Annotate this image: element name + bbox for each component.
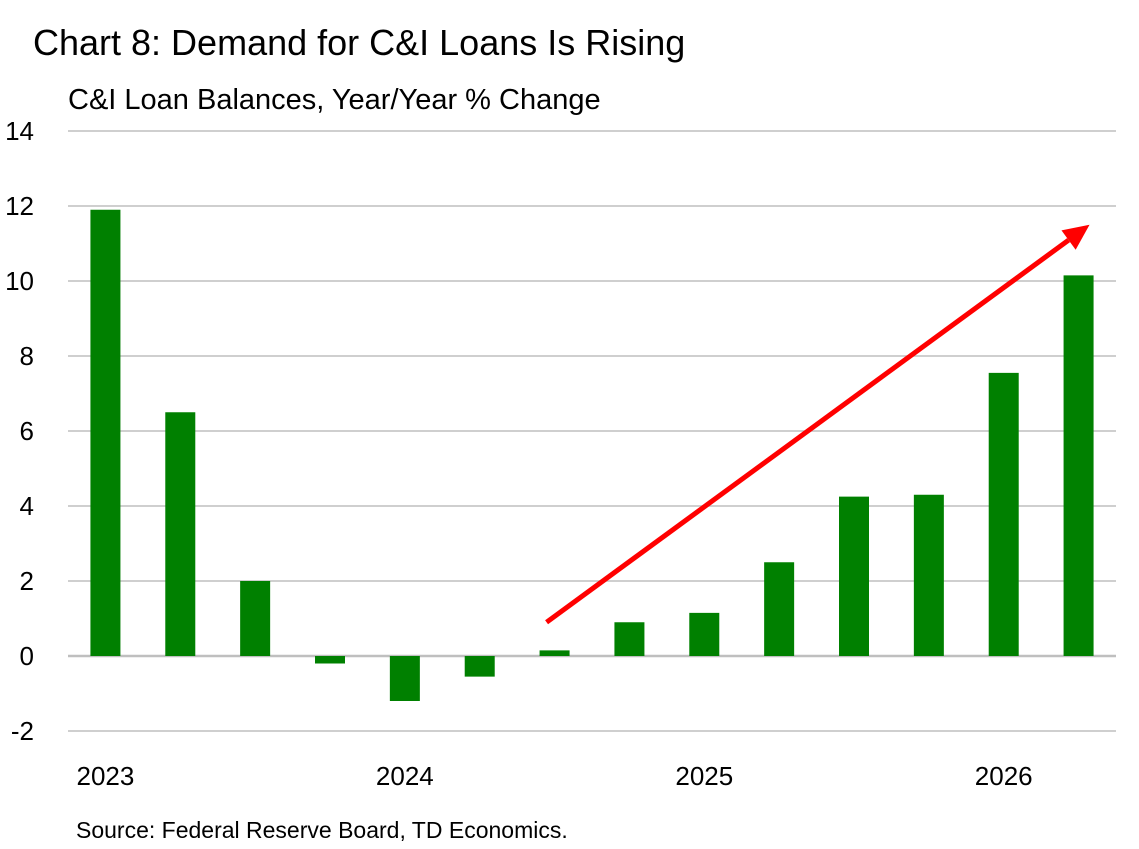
y-tick-label: 4	[20, 491, 34, 521]
arrow-shaft	[545, 238, 1071, 625]
gridlines	[68, 130, 1116, 732]
bar	[988, 372, 1019, 656]
bars	[90, 209, 1094, 701]
y-tick-label: 14	[5, 116, 34, 146]
source-note: Source: Federal Reserve Board, TD Econom…	[76, 817, 568, 843]
y-tick-label: 2	[20, 566, 34, 596]
chart-subtitle: C&I Loan Balances, Year/Year % Change	[68, 84, 601, 116]
y-tick-label: 8	[20, 341, 34, 371]
x-tick-label: 2025	[675, 761, 733, 791]
x-tick-label: 2023	[77, 761, 135, 791]
bar	[539, 650, 570, 656]
bar	[90, 209, 121, 656]
bar	[1063, 275, 1094, 656]
bar	[913, 494, 944, 656]
chart-title: Chart 8: Demand for C&I Loans Is Rising	[33, 22, 686, 63]
y-tick-label: 10	[5, 266, 34, 296]
y-tick-label: 12	[5, 191, 34, 221]
bar	[165, 412, 196, 656]
trend-arrow	[545, 224, 1090, 625]
x-tick-label: 2026	[975, 761, 1033, 791]
arrow-head	[1061, 224, 1090, 250]
y-tick-label: -2	[11, 716, 34, 746]
bar	[689, 612, 720, 656]
y-axis-ticks: 14 12 10 8 6 4 2 0 -2	[5, 116, 34, 746]
y-tick-label: 6	[20, 416, 34, 446]
x-axis-ticks: 2023 2024 2025 2026	[77, 761, 1033, 791]
bar	[839, 496, 869, 656]
bar	[764, 562, 795, 656]
bar	[614, 622, 645, 656]
x-tick-label: 2024	[376, 761, 434, 791]
bar	[389, 656, 420, 701]
y-tick-label: 0	[20, 641, 34, 671]
bar	[464, 656, 495, 677]
bar	[240, 581, 271, 656]
bar	[315, 656, 345, 664]
